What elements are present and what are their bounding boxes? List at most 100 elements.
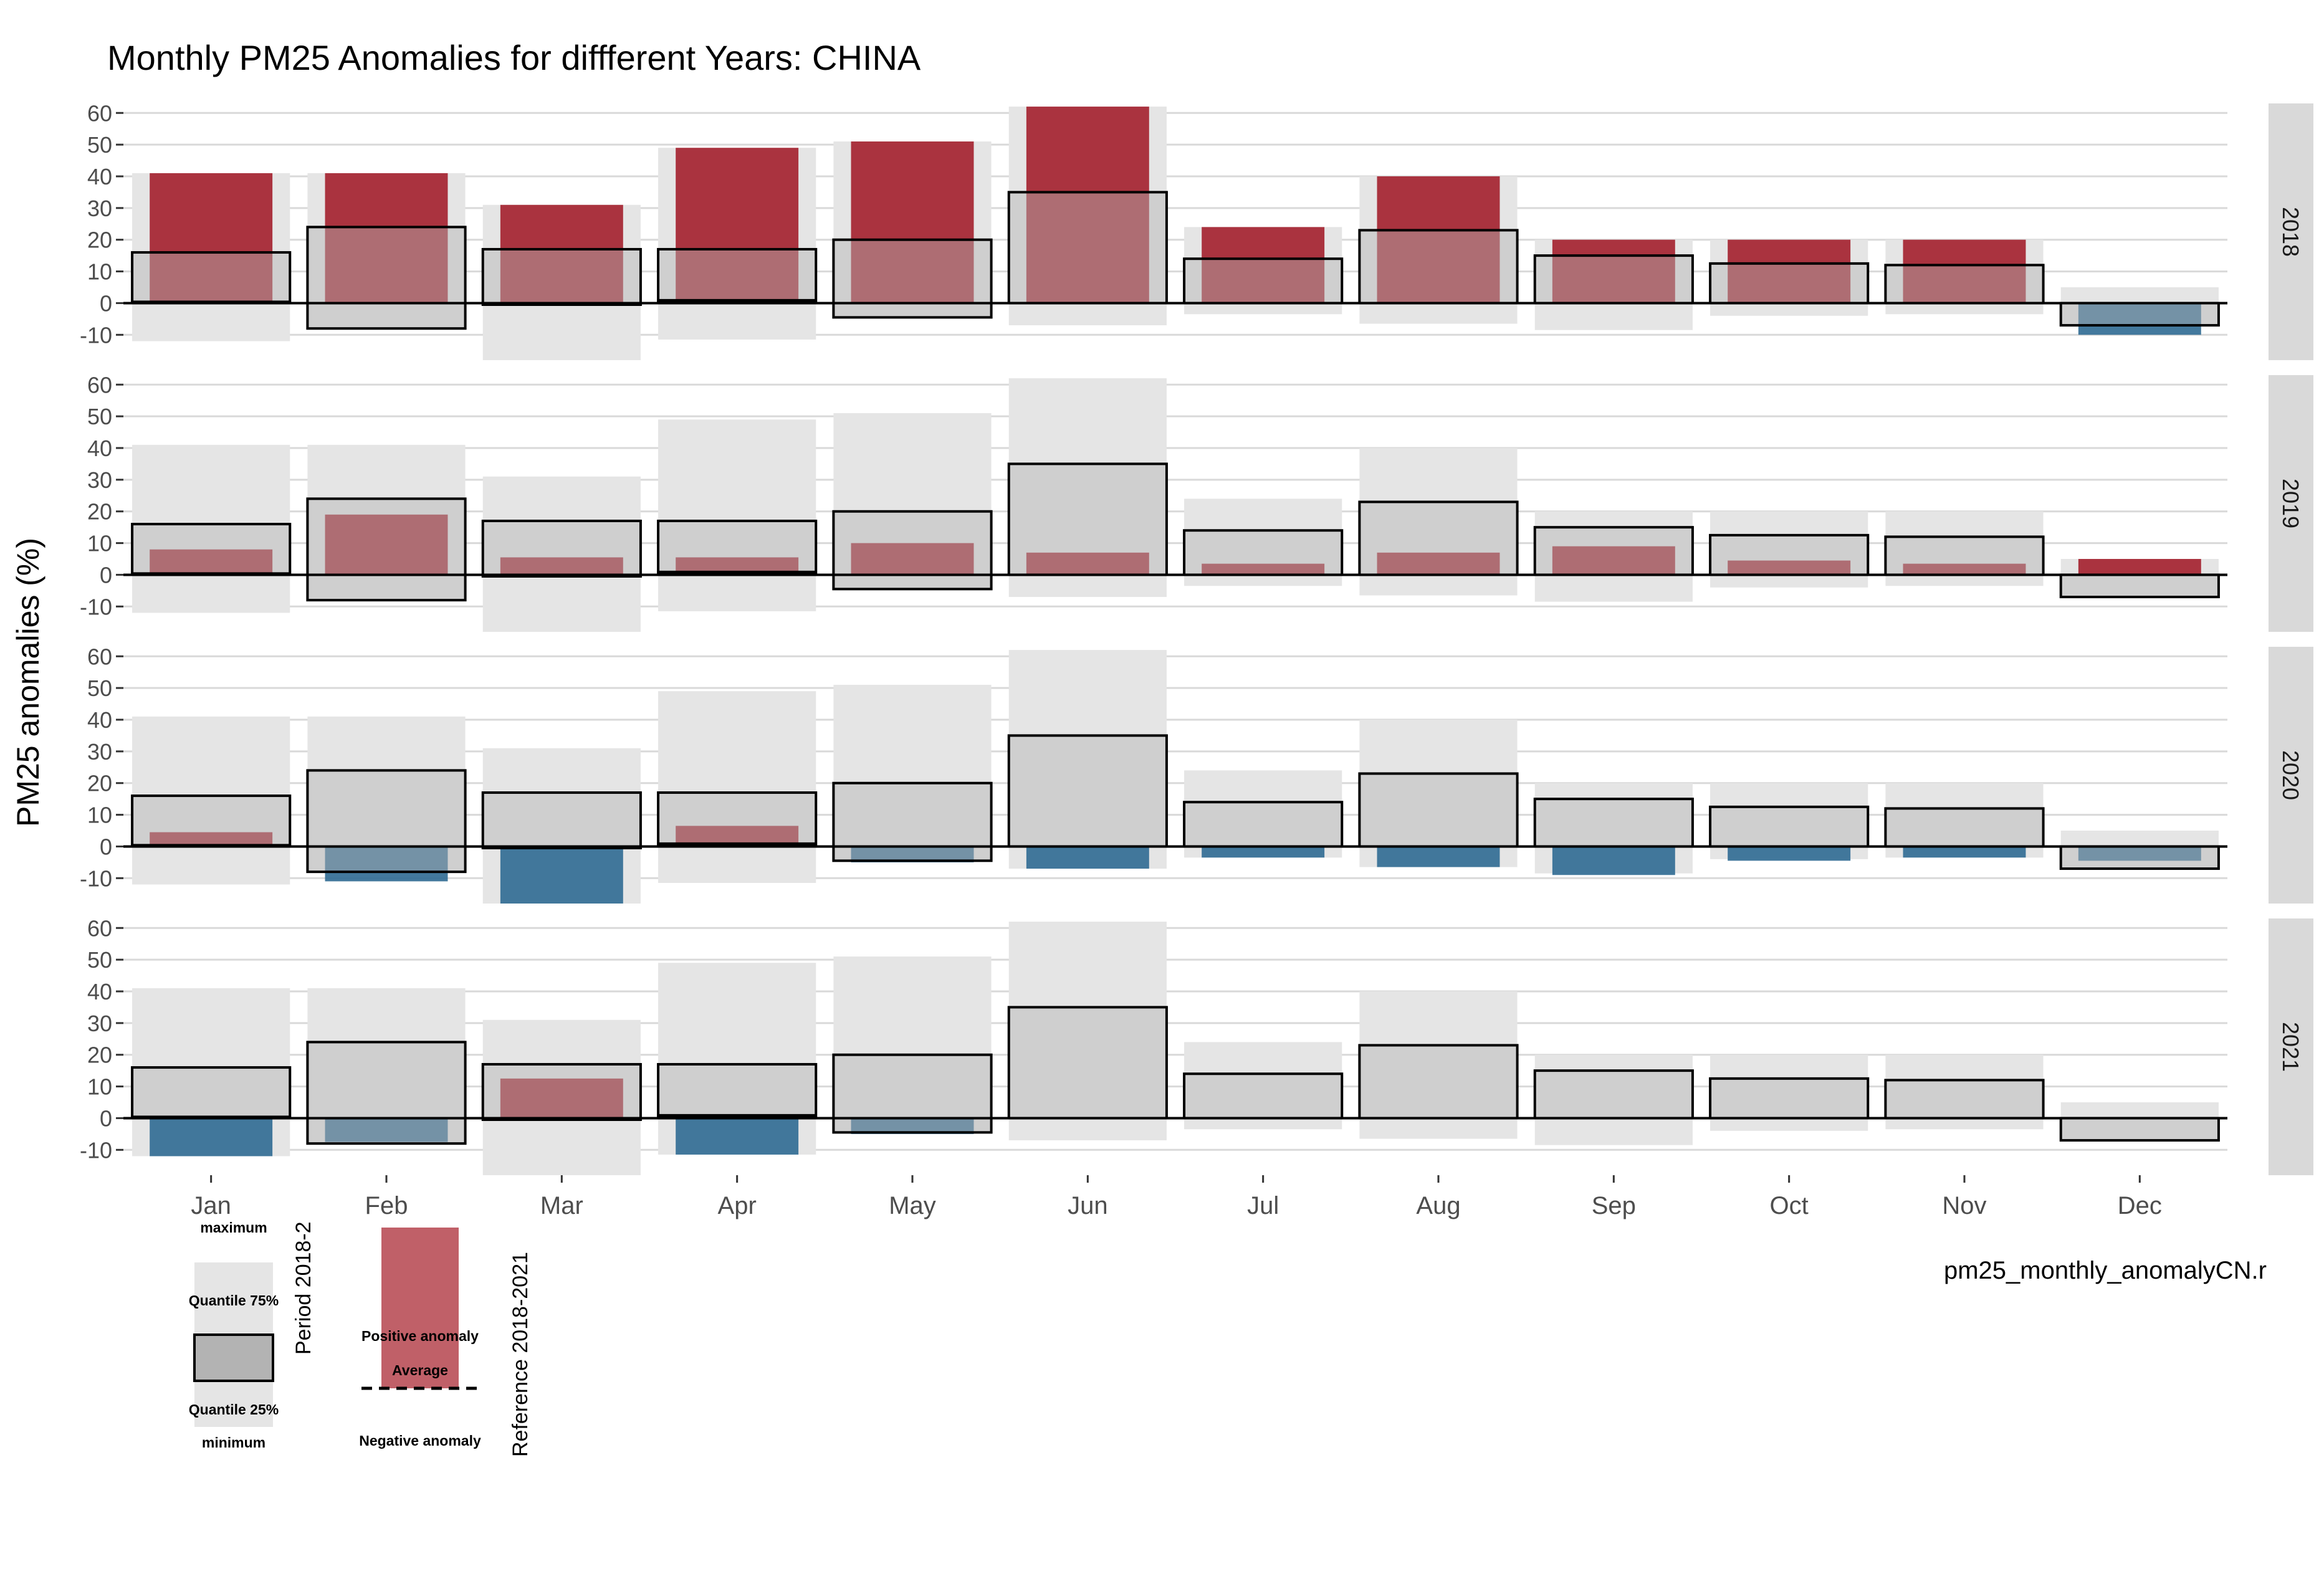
iqr-box xyxy=(1709,1077,1870,1120)
legend-iqr-swatch xyxy=(193,1333,274,1382)
y-tick-label: 40 xyxy=(87,436,112,461)
legend-positive-label: Positive anomaly xyxy=(361,1328,479,1344)
anomaly-bar xyxy=(500,1078,623,1118)
iqr-box xyxy=(832,510,993,591)
iqr-box xyxy=(1358,229,1519,305)
anomaly-bar xyxy=(1377,846,1500,867)
anomaly-bar xyxy=(851,543,974,575)
y-tick-label: 0 xyxy=(100,834,112,859)
range-band xyxy=(1008,650,1167,869)
facet-strip-label: 2018 xyxy=(2278,207,2303,257)
iqr-box xyxy=(306,497,467,602)
facet-strip-label: 2021 xyxy=(2278,1022,2303,1072)
anomaly-bar xyxy=(676,1118,799,1155)
iqr-box xyxy=(1007,734,1168,848)
y-tick-label: 50 xyxy=(87,132,112,158)
iqr-box xyxy=(1183,801,1344,848)
y-tick-label: 40 xyxy=(87,979,112,1004)
range-band xyxy=(1359,991,1518,1139)
panel-2019: -10 0 10 20 30 40 50 60 2019 xyxy=(80,372,2313,632)
anomaly-bar xyxy=(1377,176,1500,303)
range-band xyxy=(482,476,641,632)
anomaly-bar xyxy=(1377,552,1500,575)
y-tick-label: 60 xyxy=(87,372,112,398)
x-tick-label: Jun xyxy=(1068,1192,1108,1219)
anomaly-bar xyxy=(2078,846,2201,861)
iqr-box xyxy=(1358,772,1519,848)
iqr-box xyxy=(131,251,292,305)
iqr-box xyxy=(1007,462,1168,576)
facet-strip-label: 2019 xyxy=(2278,479,2303,528)
anomaly-bar xyxy=(1026,107,1149,303)
iqr-box xyxy=(1533,526,1694,576)
range-band xyxy=(1008,922,1167,1141)
y-tick-label: 40 xyxy=(87,707,112,733)
iqr-box xyxy=(306,769,467,874)
y-tick-label: 50 xyxy=(87,947,112,973)
x-tick-label: Jan xyxy=(191,1192,231,1219)
y-tick-label: -10 xyxy=(80,322,112,348)
anomaly-bar xyxy=(1202,227,1325,303)
iqr-box xyxy=(1709,262,1870,305)
range-band xyxy=(132,716,290,885)
y-tick-label: -10 xyxy=(80,1137,112,1163)
anomaly-bar xyxy=(1026,552,1149,575)
anomaly-bar xyxy=(325,1118,448,1142)
panel-2021: -10 0 10 20 30 40 50 60 2021 xyxy=(80,915,2313,1175)
legend-positive-swatch xyxy=(381,1228,459,1388)
y-axis-label: PM25 anomalies (%) xyxy=(11,538,45,827)
iqr-box xyxy=(1884,535,2045,576)
x-tick-label: Sep xyxy=(1592,1192,1636,1219)
legend-minimum-label: minimum xyxy=(202,1434,265,1451)
anomaly-bar xyxy=(500,846,623,904)
range-band xyxy=(1184,770,1342,858)
iqr-box xyxy=(832,1053,993,1134)
legend: maximum Quantile 75% Quantile 25% minimu… xyxy=(189,1219,532,1457)
y-tick-label: 60 xyxy=(87,100,112,126)
panel-2020: -10 0 10 20 30 40 50 60 2020 xyxy=(80,644,2313,904)
iqr-box xyxy=(2059,1117,2220,1142)
range-band xyxy=(1184,1042,1342,1130)
y-tick-label: 0 xyxy=(100,562,112,588)
y-tick-label: 20 xyxy=(87,771,112,796)
y-tick-label: 0 xyxy=(100,290,112,316)
chart-title: Monthly PM25 Anomalies for diffferent Ye… xyxy=(107,38,921,77)
range-band xyxy=(1359,719,1518,867)
iqr-box xyxy=(1007,191,1168,305)
iqr-box xyxy=(306,1041,467,1145)
anomaly-bar xyxy=(1728,239,1851,303)
anomaly-bar xyxy=(500,557,623,575)
x-tick-label: Aug xyxy=(1416,1192,1460,1219)
iqr-box xyxy=(481,1062,642,1121)
iqr-box xyxy=(832,781,993,862)
iqr-box xyxy=(657,247,818,303)
iqr-box xyxy=(481,519,642,578)
anomaly-bar xyxy=(1728,846,1851,861)
x-tick-label: Mar xyxy=(540,1192,583,1219)
facet-strip-label: 2020 xyxy=(2278,750,2303,800)
x-tick-label: Apr xyxy=(718,1192,757,1219)
iqr-box xyxy=(131,1066,292,1120)
y-tick-label: 50 xyxy=(87,675,112,701)
anomaly-bar xyxy=(1202,563,1325,575)
legend-period-title: Period 2018-2 xyxy=(292,1221,315,1355)
facet-strip xyxy=(2269,103,2313,360)
range-band xyxy=(132,444,290,613)
anomaly-bar xyxy=(150,173,273,303)
y-tick-label: 30 xyxy=(87,196,112,221)
x-tick-label: Feb xyxy=(365,1192,408,1219)
anomaly-bar xyxy=(150,549,273,575)
anomaly-bar xyxy=(325,846,448,882)
legend-q25-label: Quantile 25% xyxy=(189,1401,279,1418)
iqr-box xyxy=(1358,500,1519,576)
iqr-box xyxy=(1884,264,2045,305)
x-tick-label: Jul xyxy=(1247,1192,1279,1219)
y-tick-label: 20 xyxy=(87,499,112,525)
iqr-box xyxy=(1533,254,1694,305)
iqr-box xyxy=(1358,1044,1519,1120)
panel-2018: -10 0 10 20 30 40 50 60 2018 xyxy=(80,100,2313,360)
iqr-box xyxy=(1007,1006,1168,1120)
anomaly-bar xyxy=(1026,846,1149,869)
anomaly-bar xyxy=(325,514,448,575)
